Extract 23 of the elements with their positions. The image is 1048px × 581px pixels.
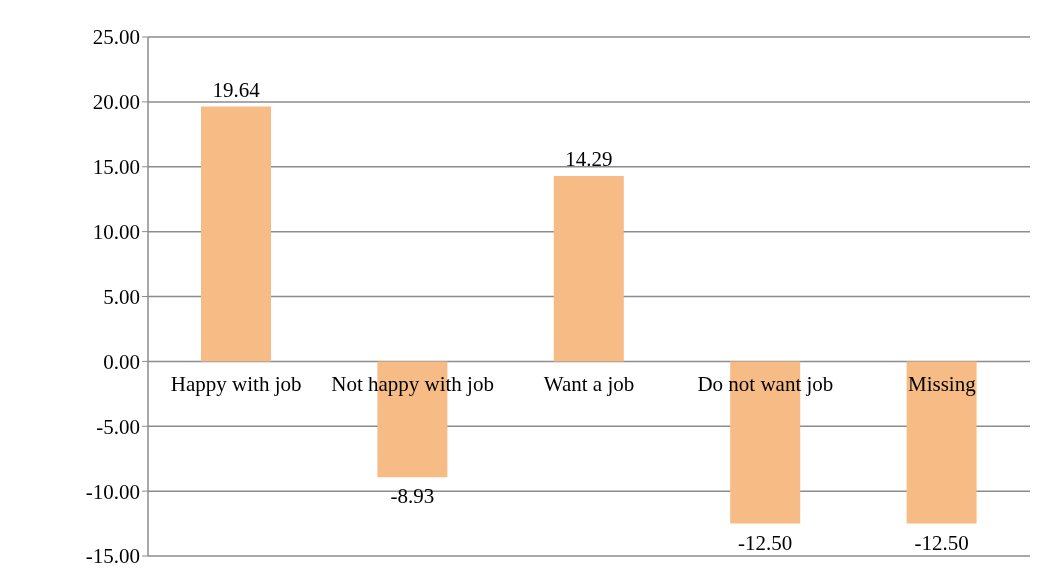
x-tick-label: Not happy with job — [331, 371, 494, 396]
data-label: -8.93 — [390, 484, 435, 509]
data-label: 19.64 — [212, 77, 261, 102]
y-tick-label: 5.00 — [103, 284, 140, 309]
y-tick-label: 25.00 — [92, 25, 140, 50]
x-tick-label: Happy with job — [170, 371, 302, 396]
y-tick-label: -15.00 — [85, 544, 140, 569]
bar — [553, 175, 624, 362]
bar — [906, 361, 977, 524]
y-tick-label: 10.00 — [92, 220, 140, 245]
x-tick-label: Want a job — [543, 371, 635, 396]
data-label: -12.50 — [738, 530, 793, 555]
y-tick-label: 20.00 — [92, 90, 140, 115]
y-tick-label: -5.00 — [96, 414, 140, 439]
bar — [201, 106, 271, 362]
y-tick-label: 15.00 — [92, 155, 140, 180]
y-tick-label: 0.00 — [103, 349, 140, 374]
data-label: -12.50 — [914, 530, 969, 555]
bar — [730, 361, 801, 524]
x-tick-label: Do not want job — [697, 371, 834, 396]
y-tick-label: -10.00 — [85, 479, 140, 504]
x-tick-label: Missing — [907, 371, 977, 396]
data-label: 14.29 — [565, 146, 613, 171]
